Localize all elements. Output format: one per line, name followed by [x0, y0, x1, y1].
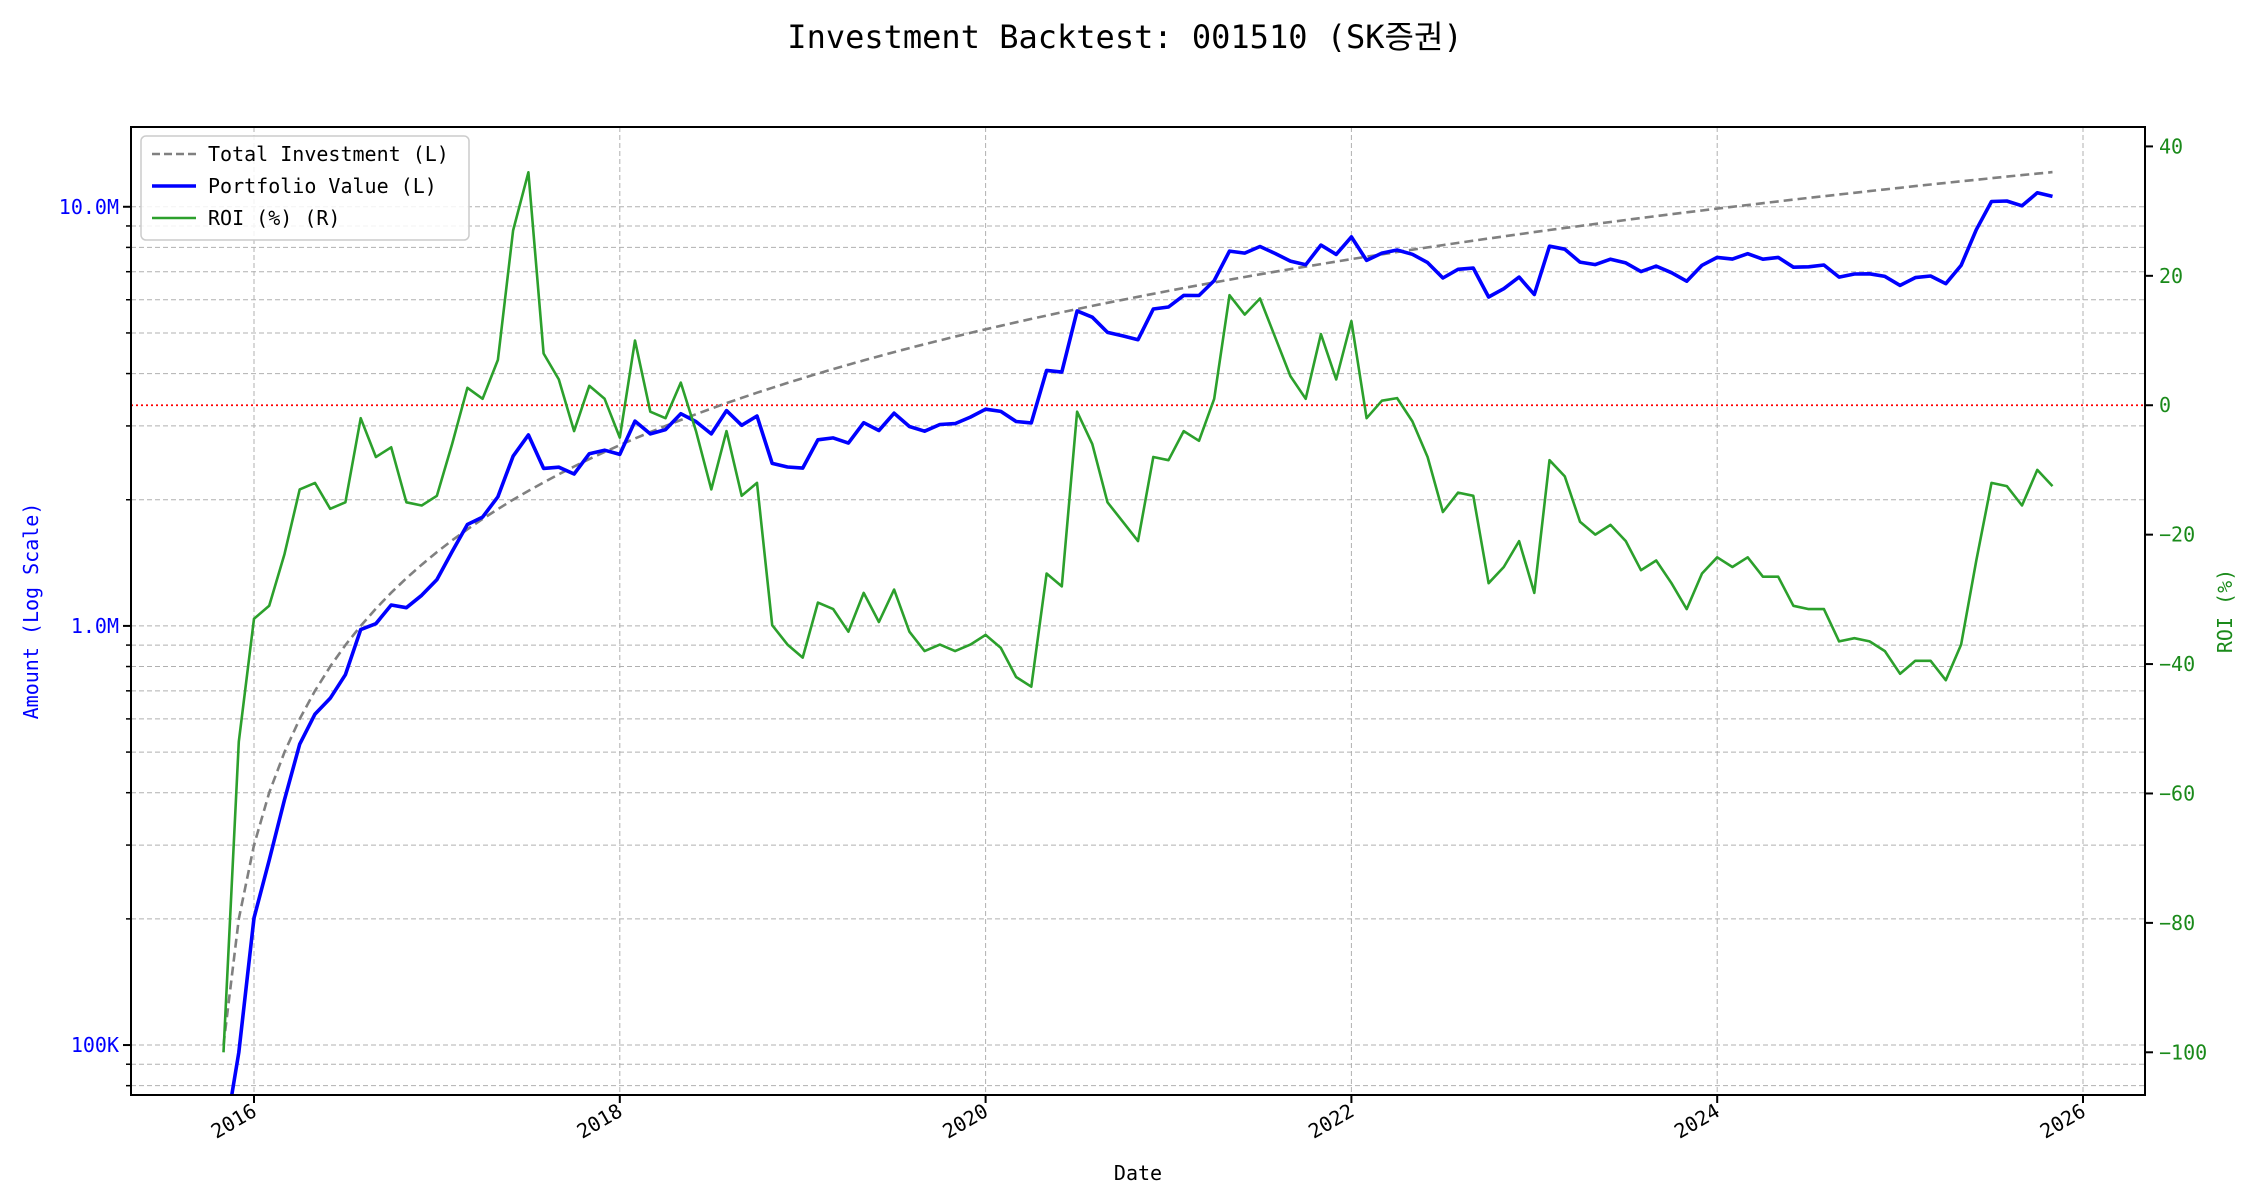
- y-left-axis-label: Amount (Log Scale): [19, 503, 43, 720]
- legend-label-roi: ROI (%) (R): [208, 206, 340, 230]
- plot-frame: [130, 126, 2146, 1096]
- y-right-tick-label: 0: [2159, 393, 2171, 417]
- roi-line: [222, 171, 2054, 1053]
- y-right-tick-label: 20: [2159, 264, 2183, 288]
- x-axis-label: Date: [1114, 1161, 1162, 1185]
- y-left-tick-label: 1.0M: [71, 614, 119, 638]
- legend-box: [140, 135, 470, 241]
- y-right-axis-label: ROI (%): [2213, 569, 2237, 653]
- portfolio-value-line: [229, 191, 2053, 1095]
- legend: Total Investment (L) Portfolio Value (L)…: [140, 135, 470, 241]
- y-right-tick-label: −100: [2159, 1040, 2207, 1064]
- y-right-tick-label: −40: [2159, 652, 2195, 676]
- series-lines: [131, 170, 2145, 1095]
- y-right-tick-label: −60: [2159, 781, 2195, 805]
- y-right-tick-label: −80: [2159, 911, 2195, 935]
- y-left-tick-label: 10.0M: [59, 195, 119, 219]
- chart-title: Investment Backtest: 001510 (SK증권): [787, 18, 1462, 56]
- total-investment-line: [222, 170, 2053, 1046]
- grid: [131, 127, 2145, 1095]
- legend-label-total-investment: Total Investment (L): [208, 142, 449, 166]
- y-left-tick-label: 100K: [71, 1033, 119, 1057]
- y-right-tick-label: 40: [2159, 134, 2183, 158]
- y-right-tick-label: −20: [2159, 523, 2195, 547]
- legend-label-portfolio-value: Portfolio Value (L): [208, 174, 437, 198]
